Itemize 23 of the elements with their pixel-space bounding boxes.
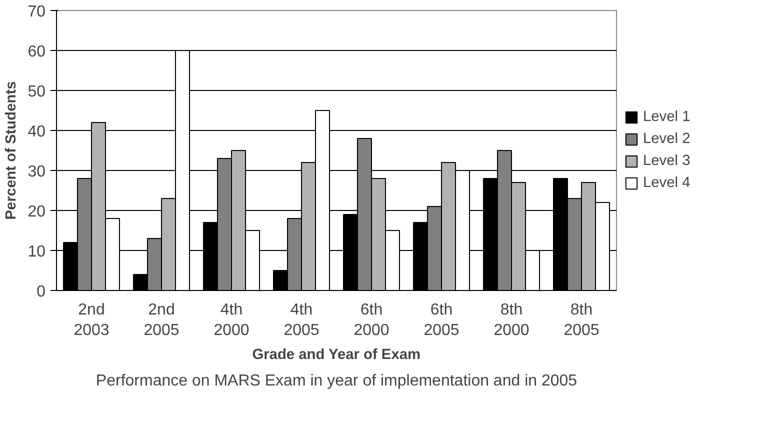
y-tick-label: 30 xyxy=(28,164,46,180)
x-tick-label: 2nd 2005 xyxy=(144,302,180,339)
legend-label: Level 2 xyxy=(643,131,690,147)
y-tick-label: 0 xyxy=(36,284,46,300)
y-tick-label: 40 xyxy=(28,124,46,140)
y-tick-label: 20 xyxy=(28,204,46,220)
x-tick-label: 6th 2005 xyxy=(424,302,460,339)
y-tick-label: 60 xyxy=(28,44,46,60)
legend-label: Level 4 xyxy=(643,175,690,191)
text: Performance on MARS Exam in year of implementation and in 2005 xyxy=(96,372,578,390)
x-tick-label: 6th 2000 xyxy=(354,302,390,339)
x-tick-label: 8th 2000 xyxy=(494,302,530,339)
legend-label: Level 1 xyxy=(643,109,690,125)
y-axis-title: Percent of Students xyxy=(4,81,20,220)
legend-label: Level 3 xyxy=(643,153,690,169)
y-tick-label: 70 xyxy=(28,4,46,20)
x-tick-label: 4th 2005 xyxy=(284,302,320,339)
x-tick-label: 2nd 2003 xyxy=(74,302,110,339)
y-tick-label: 50 xyxy=(28,84,46,100)
y-tick-label: 10 xyxy=(28,244,46,260)
x-axis-title: Grade and Year of Exam xyxy=(252,346,421,363)
x-tick-label: 8th 2005 xyxy=(564,302,600,339)
x-tick-label: 4th 2000 xyxy=(214,302,250,339)
